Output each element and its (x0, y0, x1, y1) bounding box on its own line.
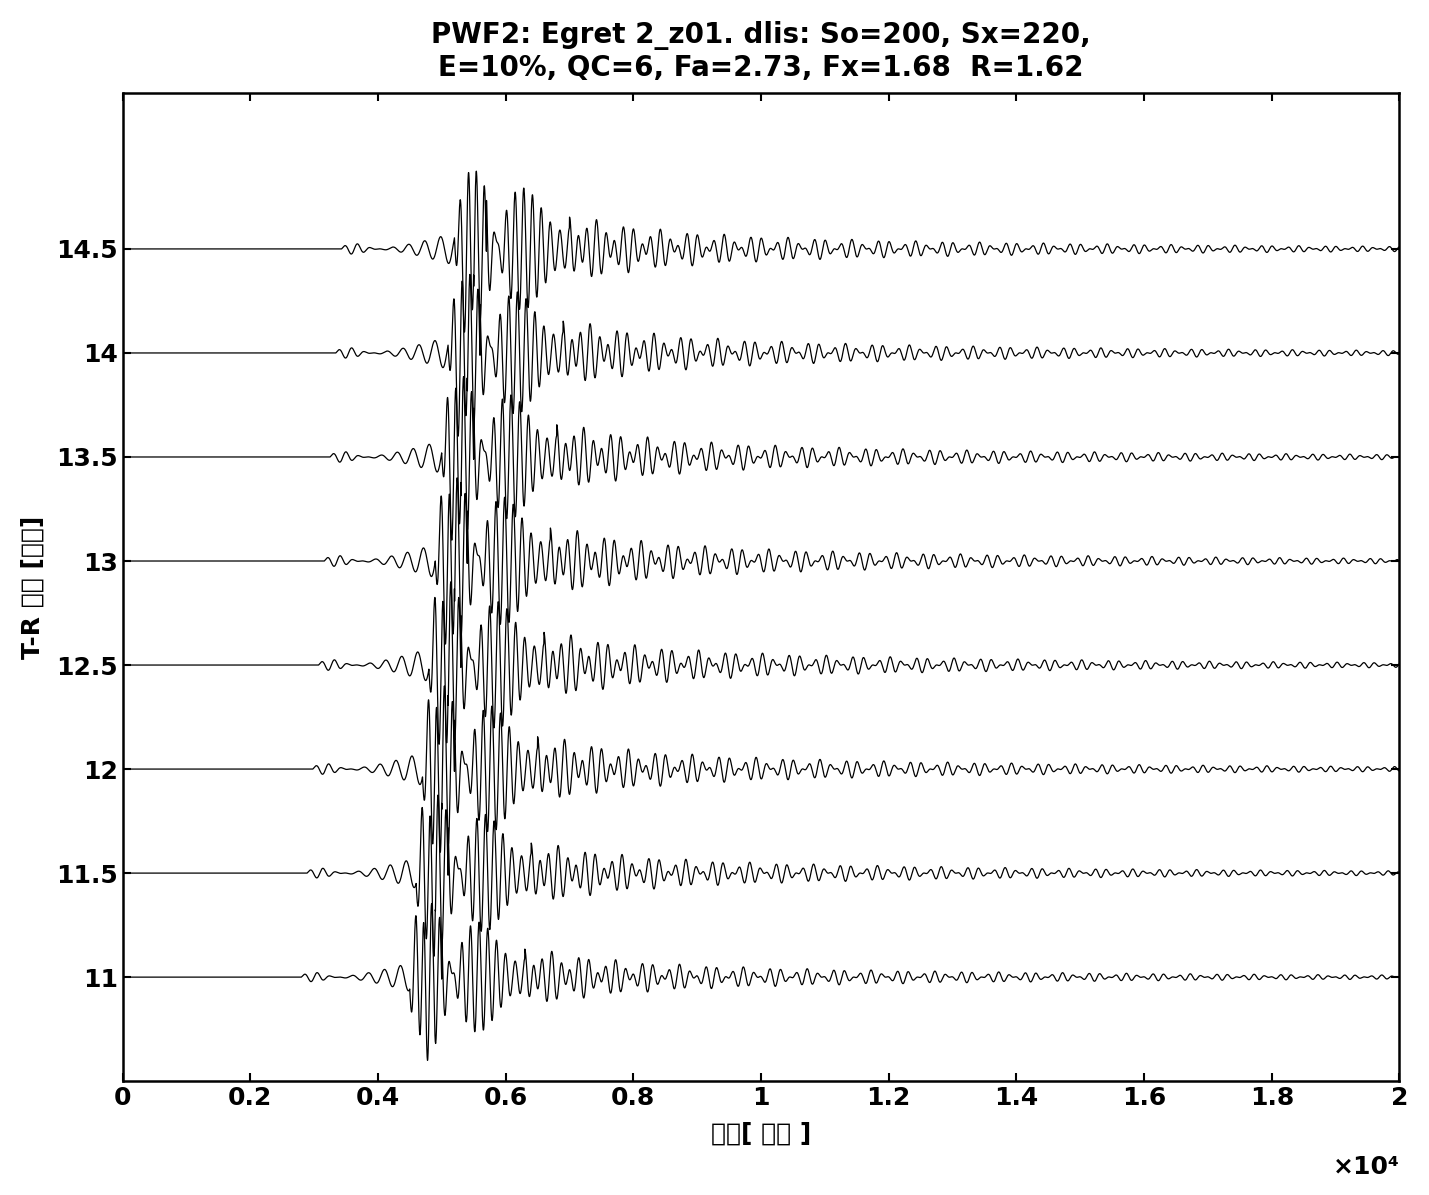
Title: PWF2: Egret 2_z01. dlis: So=200, Sx=220,
E=10%, QC=6, Fa=2.73, Fx=1.68  R=1.62: PWF2: Egret 2_z01. dlis: So=200, Sx=220,… (432, 20, 1090, 82)
Text: ×10⁴: ×10⁴ (1333, 1156, 1399, 1179)
Y-axis label: T-R 间隔 [英尺]: T-R 间隔 [英尺] (21, 515, 44, 658)
X-axis label: 时间[ 微秒 ]: 时间[ 微秒 ] (710, 1121, 812, 1145)
